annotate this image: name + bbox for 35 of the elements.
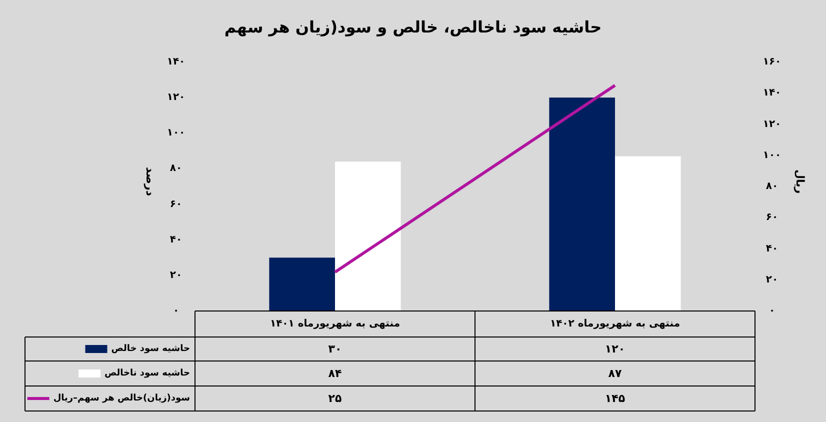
y2-axis-title: ریال	[794, 169, 806, 194]
data-label: ۲۵	[328, 392, 342, 405]
y-tick-label: ۲۰	[170, 270, 182, 281]
bar	[549, 98, 615, 311]
data-label: ۱۲۰	[604, 342, 626, 356]
data-label: ۳۰	[328, 342, 342, 356]
x-tick-label: منتهی به شهریورماه ۱۴۰۱	[270, 318, 400, 330]
y-tick-label: ۰	[172, 306, 180, 316]
y2-tick-label: ۴۰	[766, 243, 778, 254]
y-tick-label: ۱۴۰	[166, 56, 186, 68]
y-tick-label: ۱۰۰	[166, 128, 186, 139]
y2-tick-label: ۱۲۰	[762, 118, 782, 130]
y2-tick-label: ۱۶۰	[762, 56, 782, 68]
bar	[269, 258, 335, 311]
x-tick-label: منتهی به شهریورماه ۱۴۰۲	[550, 318, 680, 330]
y-tick-label: ۶۰	[170, 198, 182, 210]
y-tick-label: ۴۰	[170, 234, 182, 246]
legend-label: سود(زیان)خالص هر سهم–ریال	[53, 394, 190, 404]
bar	[615, 156, 681, 311]
y2-tick-label: ۸۰	[766, 181, 778, 192]
y2-tick-label: ۲۰	[766, 274, 778, 286]
y-tick-label: ۸۰	[170, 163, 182, 174]
y2-tick-label: ۱۰۰	[762, 150, 782, 161]
data-label: ۸۴	[328, 367, 342, 380]
y2-tick-label: ۰	[768, 306, 776, 316]
y-tick-label: ۱۲۰	[166, 92, 186, 104]
y2-tick-label: ۱۴۰	[762, 88, 782, 99]
y2-tick-label: ۶۰	[766, 212, 778, 224]
legend-label: حاشیه سود خالص	[111, 344, 190, 354]
data-label: ۸۷	[608, 367, 622, 380]
y-axis-title: درصد	[144, 167, 156, 196]
data-label: ۱۴۵	[604, 392, 626, 405]
bar	[335, 162, 401, 311]
chart-title: حاشیه سود ناخالص، خالص و سود(زیان هر سهم	[224, 18, 602, 36]
legend-label: حاشیه سود ناخالص	[104, 368, 190, 378]
